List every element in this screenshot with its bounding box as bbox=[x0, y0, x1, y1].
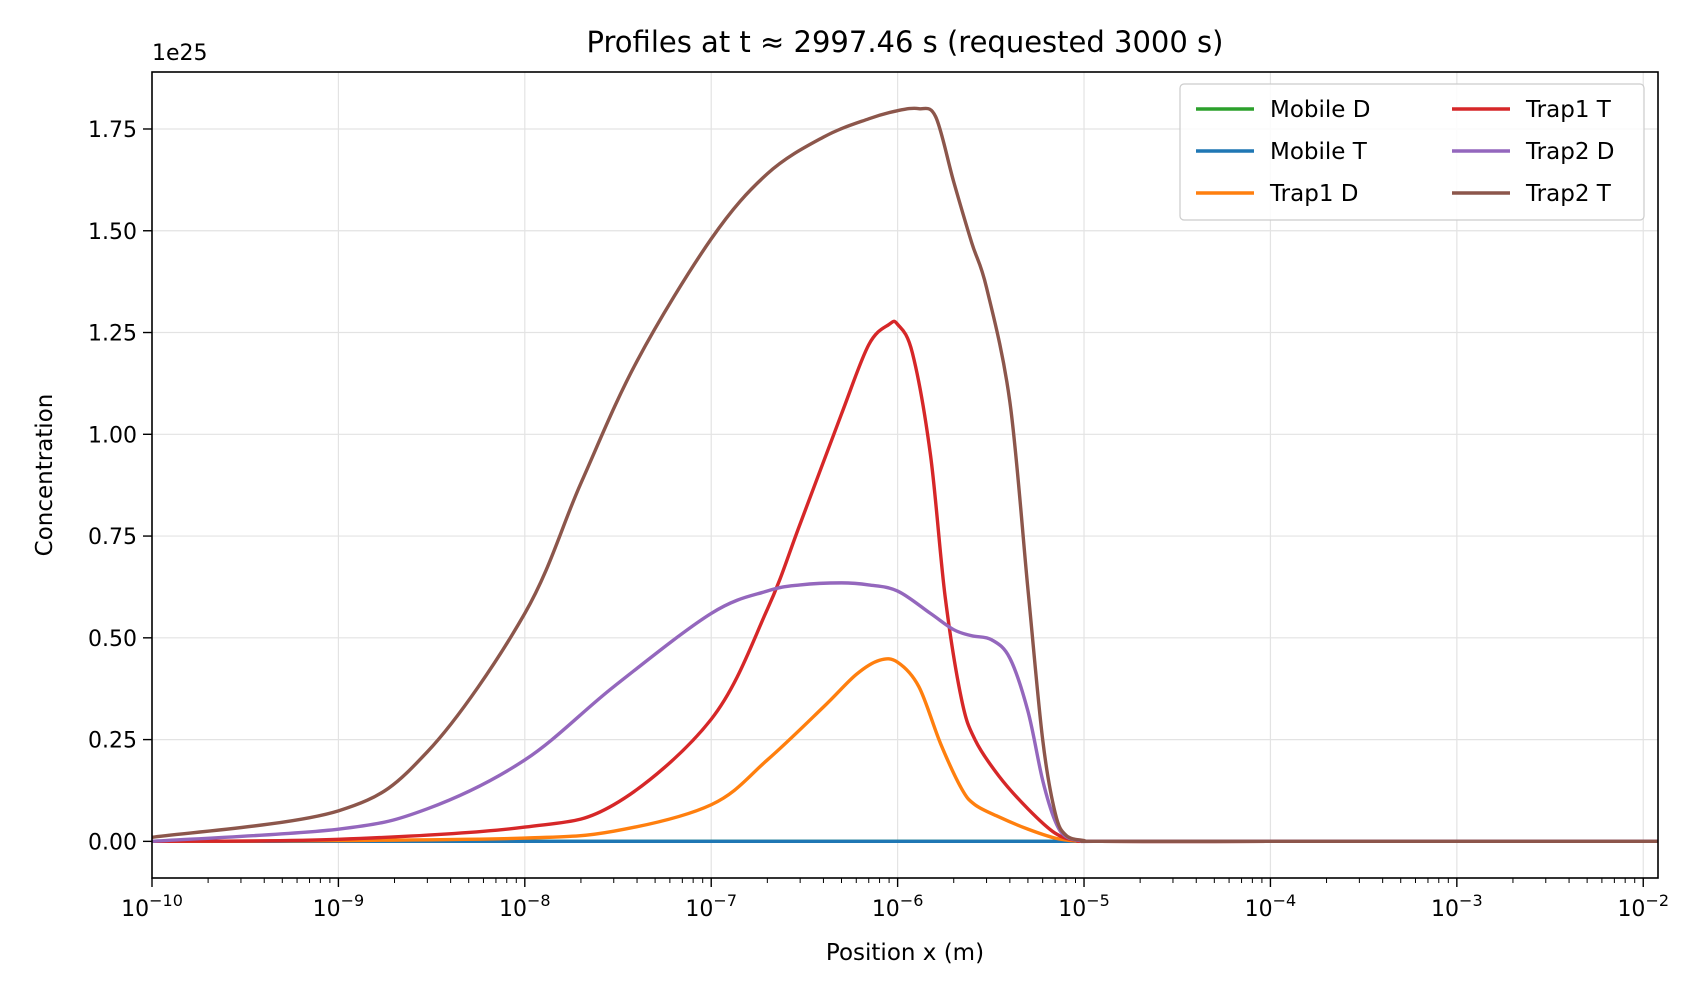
y-axis-label: Concentration bbox=[32, 394, 58, 557]
legend: Mobile D Mobile T Trap1 D Trap1 T Trap2 D Tra… bbox=[1179, 83, 1645, 221]
chart-title: Profiles at t ≈ 2997.46 s (requested 300… bbox=[587, 25, 1224, 59]
y-tick-label: 0.00 bbox=[88, 830, 137, 855]
x-tick-label: 10−8 bbox=[499, 891, 551, 922]
legend-label: Trap2 D bbox=[1525, 139, 1614, 165]
series-lines bbox=[151, 106, 1658, 844]
y-tick-label: 1.25 bbox=[88, 322, 137, 347]
x-tick-label: 10−3 bbox=[1431, 891, 1483, 922]
axis-ticks: 10−10 10−9 10−8 10−7 10−6 10−5 10−4 10−3 10−2 0.0… bbox=[88, 118, 1669, 922]
x-tick-label: 10−4 bbox=[1245, 891, 1297, 922]
y-tick-label: 0.50 bbox=[88, 627, 137, 652]
y-offset-label: 1e25 bbox=[152, 41, 208, 66]
legend-box bbox=[1179, 83, 1645, 221]
y-tick-label: 0.25 bbox=[88, 729, 137, 754]
x-tick-label: 10−6 bbox=[872, 891, 924, 922]
x-axis-label: Position x (m) bbox=[826, 940, 984, 966]
y-tick-label: 1.50 bbox=[88, 220, 137, 245]
legend-label: Mobile T bbox=[1270, 139, 1368, 165]
y-tick-label: 0.75 bbox=[88, 525, 137, 550]
legend-label: Mobile D bbox=[1270, 97, 1370, 123]
x-tick-label: 10−5 bbox=[1058, 891, 1110, 922]
x-tick-label: 10−7 bbox=[685, 891, 737, 922]
y-tick-label: 1.75 bbox=[88, 118, 137, 143]
x-tick-label: 10−2 bbox=[1617, 891, 1669, 922]
series-line-trap2-t bbox=[151, 106, 1658, 844]
y-tick-label: 1.00 bbox=[88, 423, 137, 448]
x-tick-label: 10−9 bbox=[313, 891, 365, 922]
legend-label: Trap1 D bbox=[1269, 181, 1358, 207]
legend-label: Trap1 T bbox=[1525, 97, 1612, 123]
x-tick-label: 10−10 bbox=[121, 891, 183, 922]
legend-label: Trap2 T bbox=[1525, 181, 1612, 207]
plot-area-frame bbox=[151, 71, 1659, 879]
